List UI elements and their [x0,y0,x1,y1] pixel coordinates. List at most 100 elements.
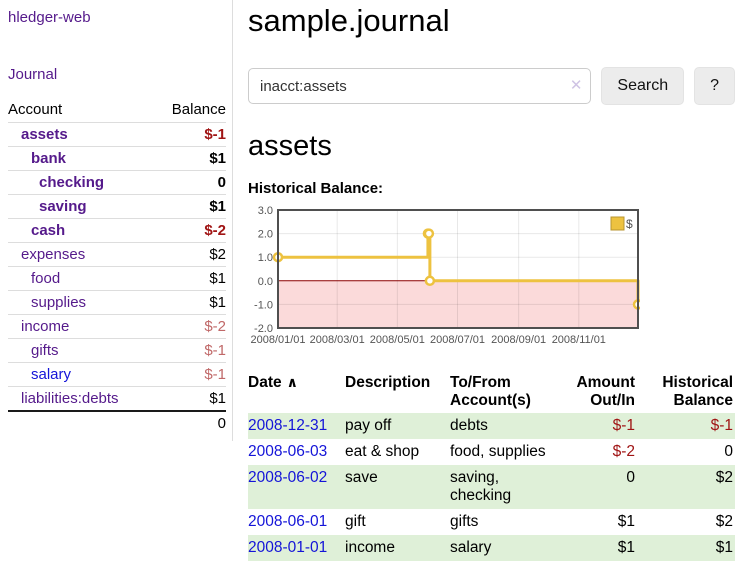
account-row: saving $1 [8,194,226,219]
svg-text:-1.0: -1.0 [254,299,273,311]
register-header-row: Date ∧ Description To/From Account(s) Amo… [248,371,735,413]
svg-text:2008/07/01: 2008/07/01 [430,334,485,346]
search-button[interactable]: Search [601,67,685,105]
sidebar-item-journal[interactable]: Journal [8,66,58,83]
account-link-bank[interactable]: bank [31,150,67,167]
account-balance: $-1 [154,362,226,387]
account-row: assets $-1 [8,122,226,147]
register-row: 2008-06-02 save saving, checking 0 $2 [248,465,735,509]
chart-title: Historical Balance: [248,180,384,197]
svg-text:$: $ [626,217,633,231]
search-form: ✕ Search ? [248,67,735,105]
account-link-saving[interactable]: saving [39,198,87,215]
app-brand-link[interactable]: hledger-web [8,9,91,26]
account-link-salary[interactable]: salary [31,366,72,383]
help-button[interactable]: ? [694,67,735,105]
transaction-date-link[interactable]: 2008-06-03 [248,443,328,460]
account-link-cash[interactable]: cash [31,222,66,239]
account-row: checking 0 [8,170,226,195]
accounts-header-account: Account [8,101,63,118]
account-link-gifts[interactable]: gifts [31,342,59,359]
clear-search-icon[interactable]: ✕ [569,77,583,94]
accounts-header-balance: Balance [171,101,226,118]
transaction-date-link[interactable]: 2008-01-01 [248,539,328,556]
svg-text:2008/09/01: 2008/09/01 [491,334,546,346]
search-input[interactable] [248,68,592,104]
account-row: gifts $-1 [8,338,226,363]
register-row: 2008-06-03 eat & shop food, supplies $-2… [248,439,735,465]
sidebar-divider [232,0,233,441]
account-balance: $-2 [154,218,226,243]
account-row: liabilities:debts $1 [8,386,226,411]
account-balance: $-1 [154,122,226,147]
transaction-description: income [345,539,395,556]
accounts-total-balance: 0 [154,410,226,435]
svg-text:2.0: 2.0 [258,229,273,241]
svg-text:2008/11/01: 2008/11/01 [552,334,606,346]
transaction-balance: 0 [724,443,733,460]
register-header-balance: Historical Balance [662,374,733,409]
account-balance: $1 [154,194,226,219]
svg-text:1.0: 1.0 [258,252,273,264]
account-link-expenses[interactable]: expenses [21,246,86,263]
account-row: bank $1 [8,146,226,171]
svg-text:0.0: 0.0 [258,276,273,288]
transaction-balance: $2 [715,469,733,486]
historical-balance-chart[interactable]: $3.0 2.0 1.0 0.0 -1.0 -2.0 2008/01/01 2008/03/0… [248,205,735,356]
account-balance: $1 [154,386,226,411]
account-link-liabilities-debts[interactable]: liabilities:debts [21,390,119,407]
account-balance: $1 [154,266,226,291]
transaction-accounts: salary [450,539,492,556]
page-title: sample.journal [248,3,450,38]
account-row: salary $-1 [8,362,226,387]
register-row: 2008-01-01 income salary $1 $1 [248,535,735,561]
sort-ascending-icon: ∧ [286,374,298,390]
transaction-balance: $-1 [710,417,733,434]
transaction-balance: $1 [715,539,733,556]
sidebar: hledger-web Journal Account Balance asse… [8,0,226,435]
account-link-food[interactable]: food [31,270,61,287]
register-row: 2008-06-01 gift gifts $1 $2 [248,509,735,535]
transaction-amount: $1 [617,539,635,556]
accounts-table-header: Account Balance [8,98,226,123]
transaction-amount: $-2 [612,443,635,460]
account-link-assets[interactable]: assets [21,126,68,143]
transaction-date-link[interactable]: 2008-06-01 [248,513,328,530]
account-section-title: assets [248,130,332,162]
transaction-description: pay off [345,417,392,434]
account-link-income[interactable]: income [21,318,70,335]
account-balance: $-1 [154,338,226,363]
account-link-checking[interactable]: checking [39,174,105,191]
register-header-description: Description [345,374,431,391]
account-link-supplies[interactable]: supplies [31,294,87,311]
transaction-date-link[interactable]: 2008-06-02 [248,469,328,486]
main-content: sample.journal ✕ Search ? assets Histori… [248,0,735,561]
svg-text:-2.0: -2.0 [254,323,273,335]
transaction-description: gift [345,513,366,530]
register-row: 2008-12-31 pay off debts $-1 $-1 [248,413,735,439]
transaction-amount: $1 [617,513,635,530]
register-header-amount: Amount Out/In [576,374,635,409]
transaction-amount: $-1 [612,417,635,434]
account-balance: $1 [154,146,226,171]
transaction-accounts: food, supplies [450,443,546,460]
account-row: cash $-2 [8,218,226,243]
transaction-description: eat & shop [345,443,420,460]
accounts-table: Account Balance assets $-1 bank $1 check… [8,98,226,435]
account-row: income $-2 [8,314,226,339]
account-balance: $1 [154,290,226,315]
svg-text:2008/05/01: 2008/05/01 [370,334,425,346]
account-row: food $1 [8,266,226,291]
register-table: Date ∧ Description To/From Account(s) Amo… [248,371,735,561]
transaction-accounts: debts [450,417,488,434]
register-header-accounts: To/From Account(s) [450,374,531,409]
transaction-amount: 0 [626,469,635,486]
account-balance: $2 [154,242,226,267]
account-balance: 0 [154,170,226,195]
svg-text:2008/03/01: 2008/03/01 [310,334,365,346]
transaction-description: save [345,469,378,486]
accounts-total-row: 0 [8,410,226,435]
register-header-date[interactable]: Date ∧ [248,374,298,391]
transaction-date-link[interactable]: 2008-12-31 [248,417,328,434]
account-row: supplies $1 [8,290,226,315]
